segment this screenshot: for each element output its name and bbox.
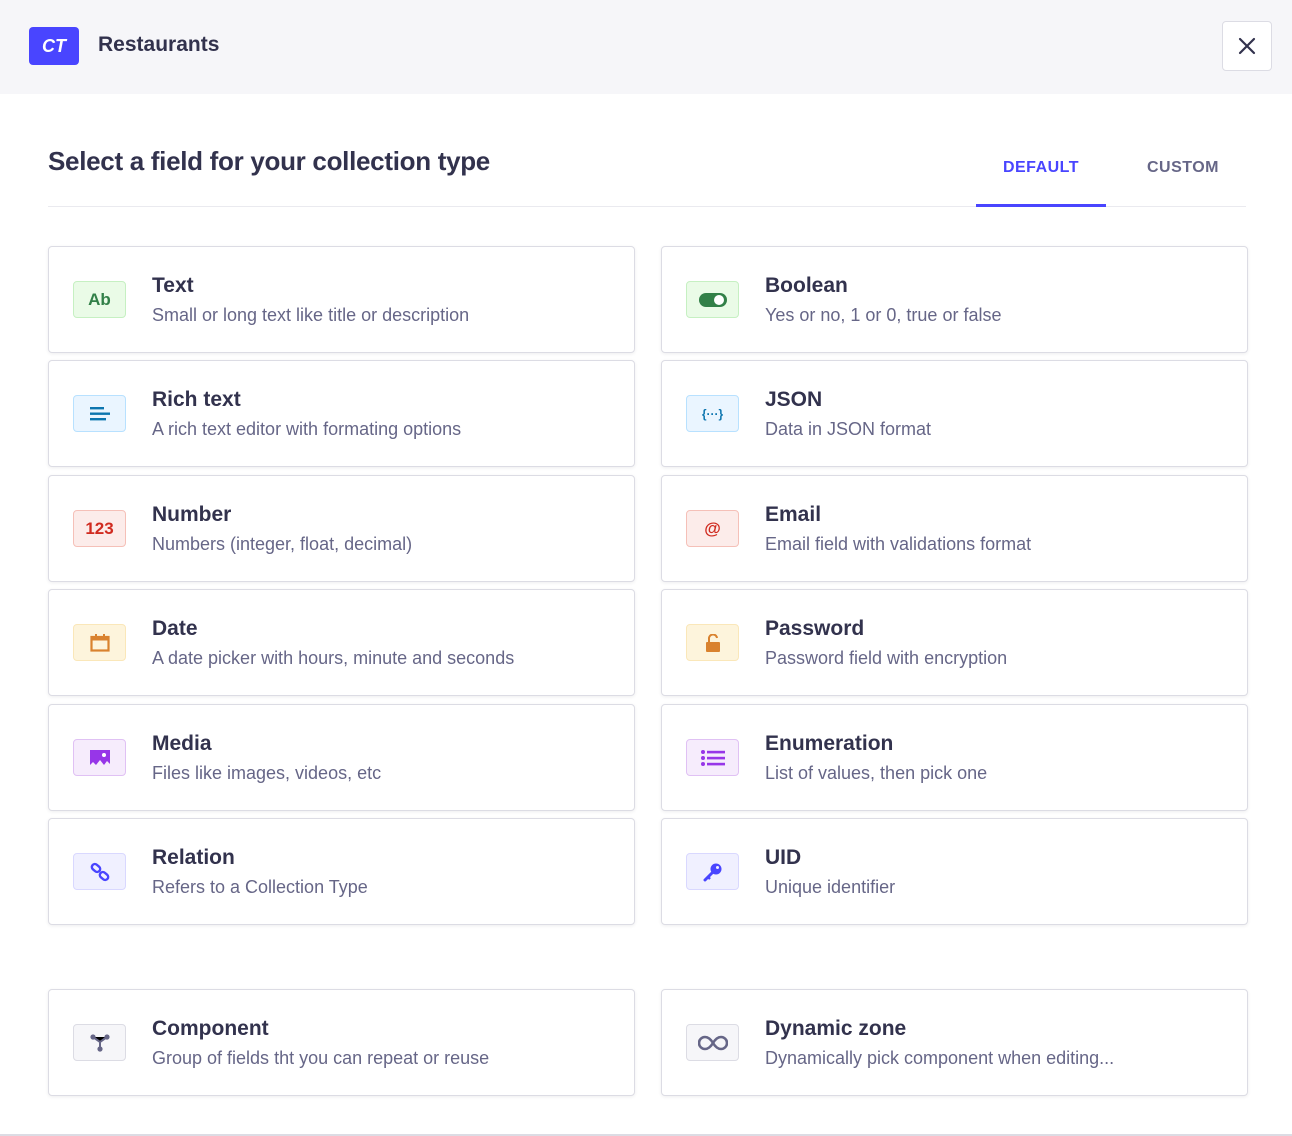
number-icon: 123 <box>73 510 126 547</box>
field-description: Data in JSON format <box>765 419 932 439</box>
infinity-icon <box>686 1024 739 1061</box>
field-card-uid[interactable]: UID Unique identifier <box>661 818 1248 925</box>
field-title: Password <box>765 617 865 640</box>
field-card-media[interactable]: Media Files like images, videos, etc <box>48 704 635 811</box>
field-card-date[interactable]: Date A date picker with hours, minute and… <box>48 589 635 696</box>
field-title: Relation <box>152 846 235 869</box>
field-title: Dynamic zone <box>765 1017 907 1040</box>
field-description: Email field with validations format <box>765 534 1032 554</box>
field-description: Files like images, videos, etc <box>152 763 382 783</box>
active-tab-indicator <box>976 204 1106 207</box>
collection-type-badge: CT <box>29 27 79 65</box>
field-card-json[interactable]: {···} JSON Data in JSON format <box>661 360 1248 467</box>
field-title: Rich text <box>152 388 241 411</box>
tab-default[interactable]: DEFAULT <box>1002 159 1080 176</box>
modal-header: CT Restaurants <box>0 0 1292 94</box>
field-card-number[interactable]: 123 Number Numbers (integer, float, decima… <box>48 475 635 582</box>
field-title: Enumeration <box>765 732 894 755</box>
list-icon <box>686 739 739 776</box>
icon-glyph: @ <box>704 518 721 538</box>
json-braces-icon: {···} <box>686 395 739 432</box>
field-card-enumeration[interactable]: Enumeration List of values, then pick one <box>661 704 1248 811</box>
field-card-component[interactable]: Component Group of fields tht you can rep… <box>48 989 635 1096</box>
field-card-relation[interactable]: Relation Refers to a Collection Type <box>48 818 635 925</box>
image-icon <box>73 739 126 776</box>
field-title: Boolean <box>765 274 848 297</box>
field-card-password[interactable]: Password Password field with encryption <box>661 589 1248 696</box>
icon-glyph: Ab <box>88 289 111 309</box>
toggle-icon <box>686 281 739 318</box>
calendar-icon <box>73 624 126 661</box>
close-icon <box>1238 37 1256 55</box>
field-description: Group of fields tht you can repeat or re… <box>152 1048 490 1068</box>
tab-custom[interactable]: CUSTOM <box>1146 159 1220 176</box>
field-title: Component <box>152 1017 269 1040</box>
field-card-text[interactable]: Ab Text Small or long text like title or d… <box>48 246 635 353</box>
icon-glyph: 123 <box>85 518 114 538</box>
field-title: Media <box>152 732 212 755</box>
lock-icon <box>686 624 739 661</box>
divider <box>0 1134 1292 1136</box>
field-description: Unique identifier <box>765 877 896 897</box>
field-description: Small or long text like title or descrip… <box>152 305 470 325</box>
component-icon <box>73 1024 126 1061</box>
field-title: Number <box>152 503 232 526</box>
collection-title: Restaurants <box>98 33 220 56</box>
close-button[interactable] <box>1222 21 1272 71</box>
field-description: Dynamically pick component when editing.… <box>765 1048 1115 1068</box>
field-description: A rich text editor with formating option… <box>152 419 462 439</box>
text-ab-icon: Ab <box>73 281 126 318</box>
icon-glyph: {···} <box>701 406 724 421</box>
link-icon <box>73 853 126 890</box>
field-title: Text <box>152 274 194 297</box>
paragraph-icon <box>73 395 126 432</box>
field-description: Yes or no, 1 or 0, true or false <box>765 305 1002 325</box>
field-description: Password field with encryption <box>765 648 1008 668</box>
key-icon <box>686 853 739 890</box>
page-title: Select a field for your collection type <box>48 146 490 176</box>
divider <box>48 206 1246 207</box>
field-title: Date <box>152 617 198 640</box>
field-description: List of values, then pick one <box>765 763 988 783</box>
field-card-dynamic-zone[interactable]: Dynamic zone Dynamically pick component w… <box>661 989 1248 1096</box>
field-description: Refers to a Collection Type <box>152 877 368 897</box>
field-card-boolean[interactable]: Boolean Yes or no, 1 or 0, true or false <box>661 246 1248 353</box>
field-title: Email <box>765 503 822 526</box>
field-title: UID <box>765 846 802 869</box>
field-card-rich-text[interactable]: Rich text A rich text editor with formati… <box>48 360 635 467</box>
field-card-email[interactable]: @ Email Email field with validations forma… <box>661 475 1248 582</box>
field-description: Numbers (integer, float, decimal) <box>152 534 413 554</box>
at-sign-icon: @ <box>686 510 739 547</box>
field-title: JSON <box>765 388 823 411</box>
field-description: A date picker with hours, minute and sec… <box>152 648 515 668</box>
